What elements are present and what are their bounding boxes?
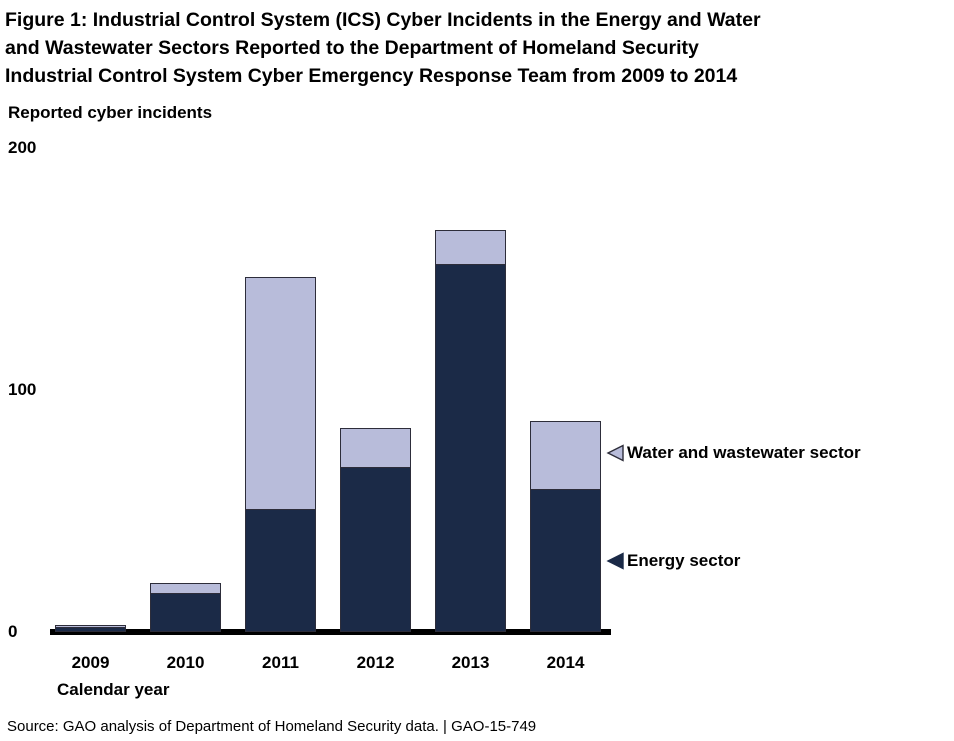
x-tick-label-2009: 2009 [71, 653, 110, 672]
legend-item-energy: Energy sector [606, 551, 906, 570]
bar-segment-energy-2012 [340, 467, 411, 632]
x-tick-label-2011: 2011 [262, 653, 299, 672]
bar-segment-energy-2013 [435, 264, 506, 632]
bar-segment-energy-2014 [530, 489, 601, 632]
x-axis-line [50, 629, 611, 635]
legend-item-water: Water and wastewater sector [606, 443, 906, 462]
energy-sector-arrow-icon [606, 552, 624, 570]
figure-title-line-1: Figure 1: Industrial Control System (ICS… [5, 9, 761, 31]
water-sector-arrow-icon [606, 444, 624, 462]
legend-label-water: Water and wastewater sector [627, 443, 861, 462]
x-tick-label-2010: 2010 [166, 653, 205, 672]
x-tick-label-2014: 2014 [546, 653, 585, 672]
bar-segment-water-2012 [340, 428, 411, 468]
figure-title: Figure 1: Industrial Control System (ICS… [5, 6, 950, 90]
bar-segment-energy-2010 [150, 593, 221, 632]
bar-segment-water-2011 [245, 277, 316, 510]
figure-title-line-2: and Wastewater Sectors Reported to the D… [5, 37, 699, 59]
legend-label-energy: Energy sector [627, 551, 741, 570]
bar-segment-water-2010 [150, 583, 221, 594]
bar-segment-water-2014 [530, 421, 601, 490]
x-axis-title: Calendar year [57, 680, 170, 699]
source-note: Source: GAO analysis of Department of Ho… [7, 718, 537, 735]
y-tick-label-100: 100 [8, 380, 37, 399]
bar-segment-water-2009 [55, 625, 126, 628]
bar-segment-energy-2011 [245, 509, 316, 632]
y-tick-label-0: 0 [8, 622, 18, 641]
x-tick-label-2013: 2013 [451, 653, 490, 672]
y-tick-label-200: 200 [8, 138, 37, 157]
y-axis-title: Reported cyber incidents [8, 103, 213, 122]
figure-title-line-3: Industrial Control System Cyber Emergenc… [5, 65, 738, 87]
x-tick-label-2012: 2012 [356, 653, 395, 672]
bar-segment-water-2013 [435, 230, 506, 265]
